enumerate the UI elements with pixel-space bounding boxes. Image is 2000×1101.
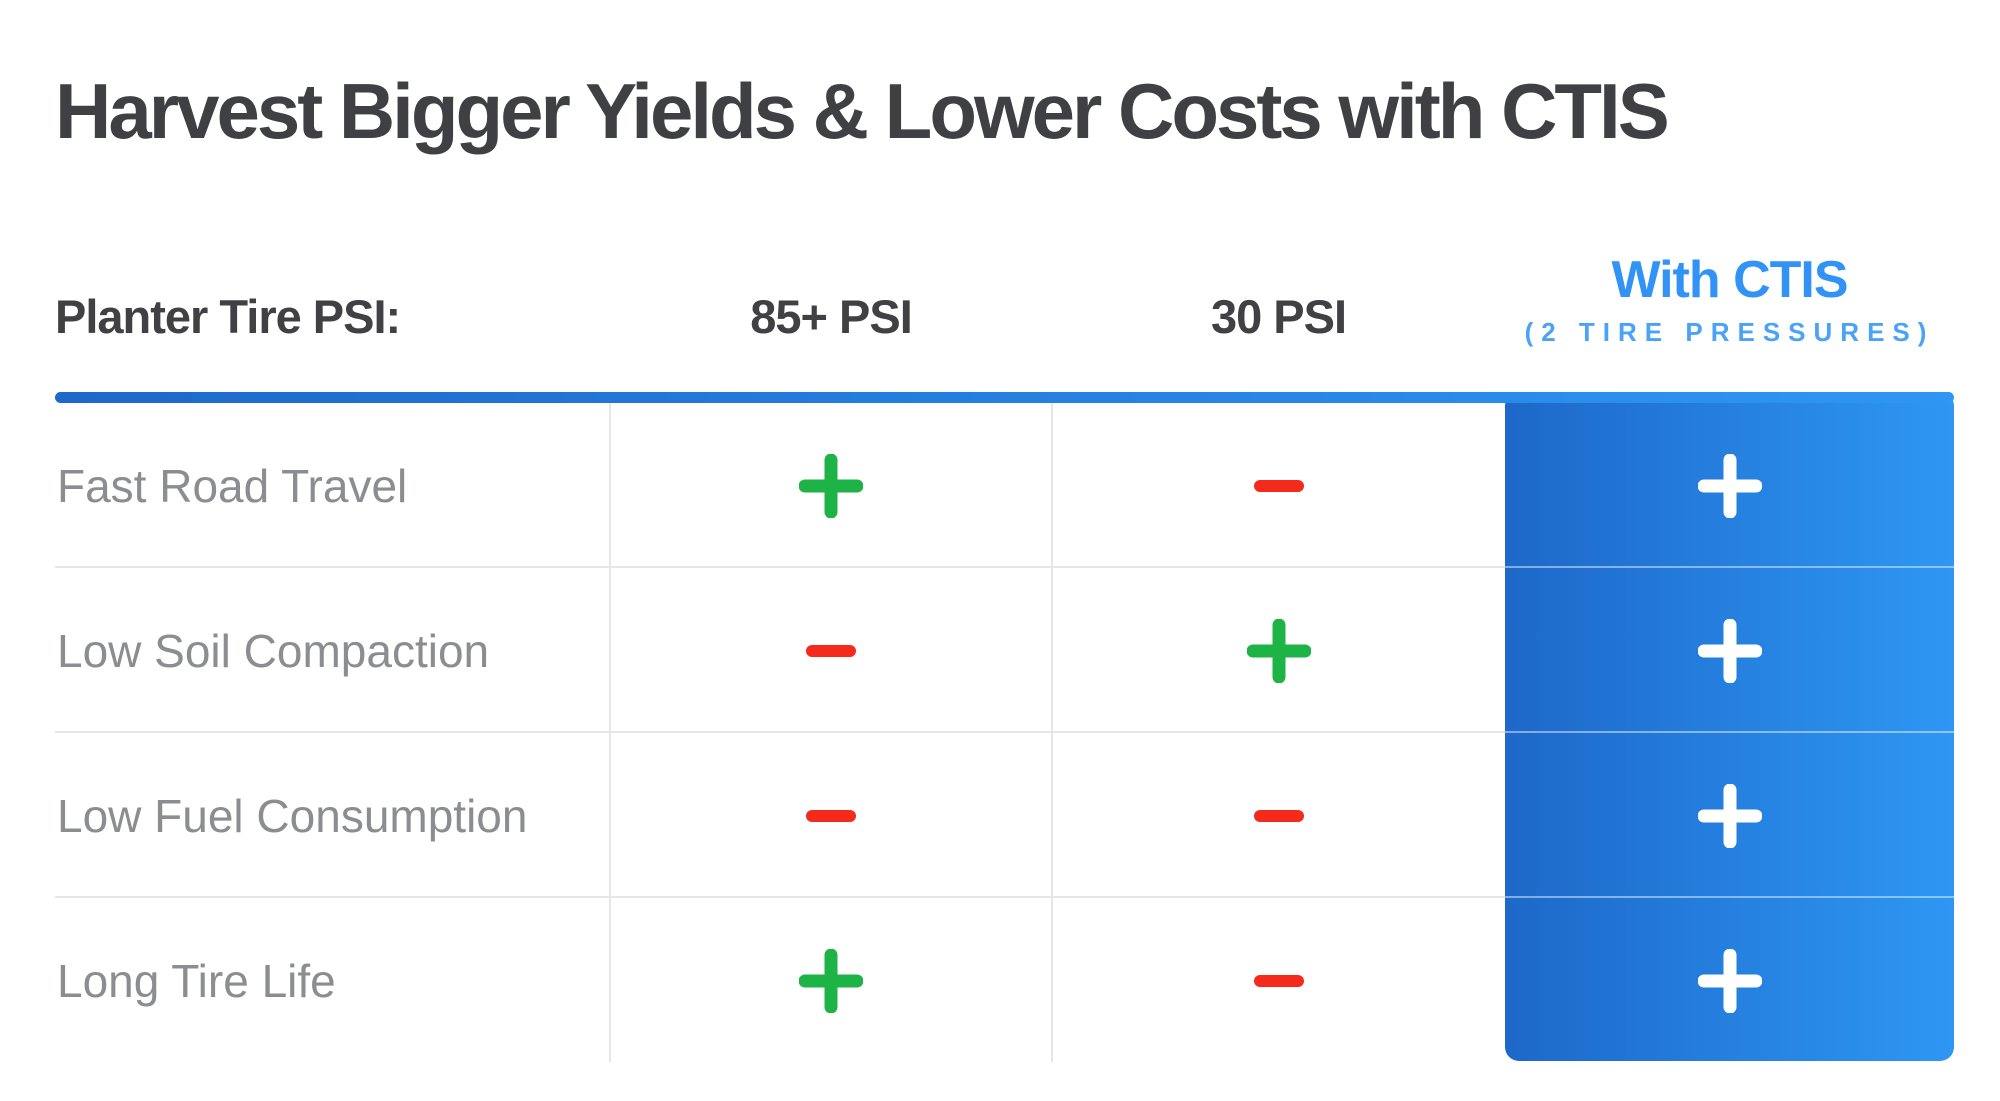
- table-row: Low Soil Compaction: [0, 568, 2000, 733]
- row-label: Low Soil Compaction: [57, 624, 490, 677]
- cell-ctis: [1505, 898, 1954, 1063]
- row-divider-ctis: [1505, 896, 1954, 898]
- page-title: Harvest Bigger Yields & Lower Costs with…: [55, 67, 1670, 155]
- column-header-85-psi: 85+ PSI: [750, 289, 913, 343]
- header-divider-rule: [55, 392, 1954, 403]
- table-row: Low Fuel Consumption: [0, 733, 2000, 898]
- minus-icon: [1253, 809, 1304, 822]
- cell-30psi: [1052, 733, 1505, 898]
- cell-30psi: [1052, 403, 1505, 568]
- minus-icon: [1253, 974, 1304, 987]
- table-row: Fast Road Travel: [0, 403, 2000, 568]
- column-header-30-psi: 30 PSI: [1210, 289, 1347, 343]
- with-ctis-subtitle: (2 TIRE PRESSURES): [1524, 317, 1935, 348]
- cell-85psi: [610, 733, 1052, 898]
- row-divider-ctis: [1505, 566, 1954, 568]
- minus-icon: [806, 644, 856, 657]
- plus-icon: [799, 948, 863, 1013]
- column-header-with-ctis: With CTIS (2 TIRE PRESSURES): [1505, 251, 1954, 348]
- cell-ctis: [1505, 733, 1954, 898]
- row-divider: [55, 731, 1505, 733]
- row-label: Long Tire Life: [57, 954, 336, 1007]
- row-divider: [55, 896, 1505, 898]
- cell-30psi: [1052, 568, 1505, 733]
- plus-icon: [1697, 948, 1762, 1013]
- minus-icon: [806, 809, 856, 822]
- row-label: Fast Road Travel: [57, 459, 408, 512]
- row-divider-ctis: [1505, 731, 1954, 733]
- cell-30psi: [1052, 898, 1505, 1063]
- row-divider: [55, 566, 1505, 568]
- cell-ctis: [1505, 568, 1954, 733]
- minus-icon: [1253, 479, 1304, 492]
- cell-85psi: [610, 568, 1052, 733]
- plus-icon: [799, 453, 863, 518]
- plus-icon: [1246, 618, 1311, 683]
- column-header-planter-tire-psi: Planter Tire PSI:: [55, 289, 401, 343]
- table-row: Long Tire Life: [0, 898, 2000, 1063]
- cell-85psi: [610, 403, 1052, 568]
- row-label: Low Fuel Consumption: [57, 789, 528, 842]
- plus-icon: [1697, 783, 1762, 848]
- cell-85psi: [610, 898, 1052, 1063]
- with-ctis-title: With CTIS: [1611, 251, 1848, 309]
- plus-icon: [1697, 618, 1762, 683]
- cell-ctis: [1505, 403, 1954, 568]
- plus-icon: [1697, 453, 1762, 518]
